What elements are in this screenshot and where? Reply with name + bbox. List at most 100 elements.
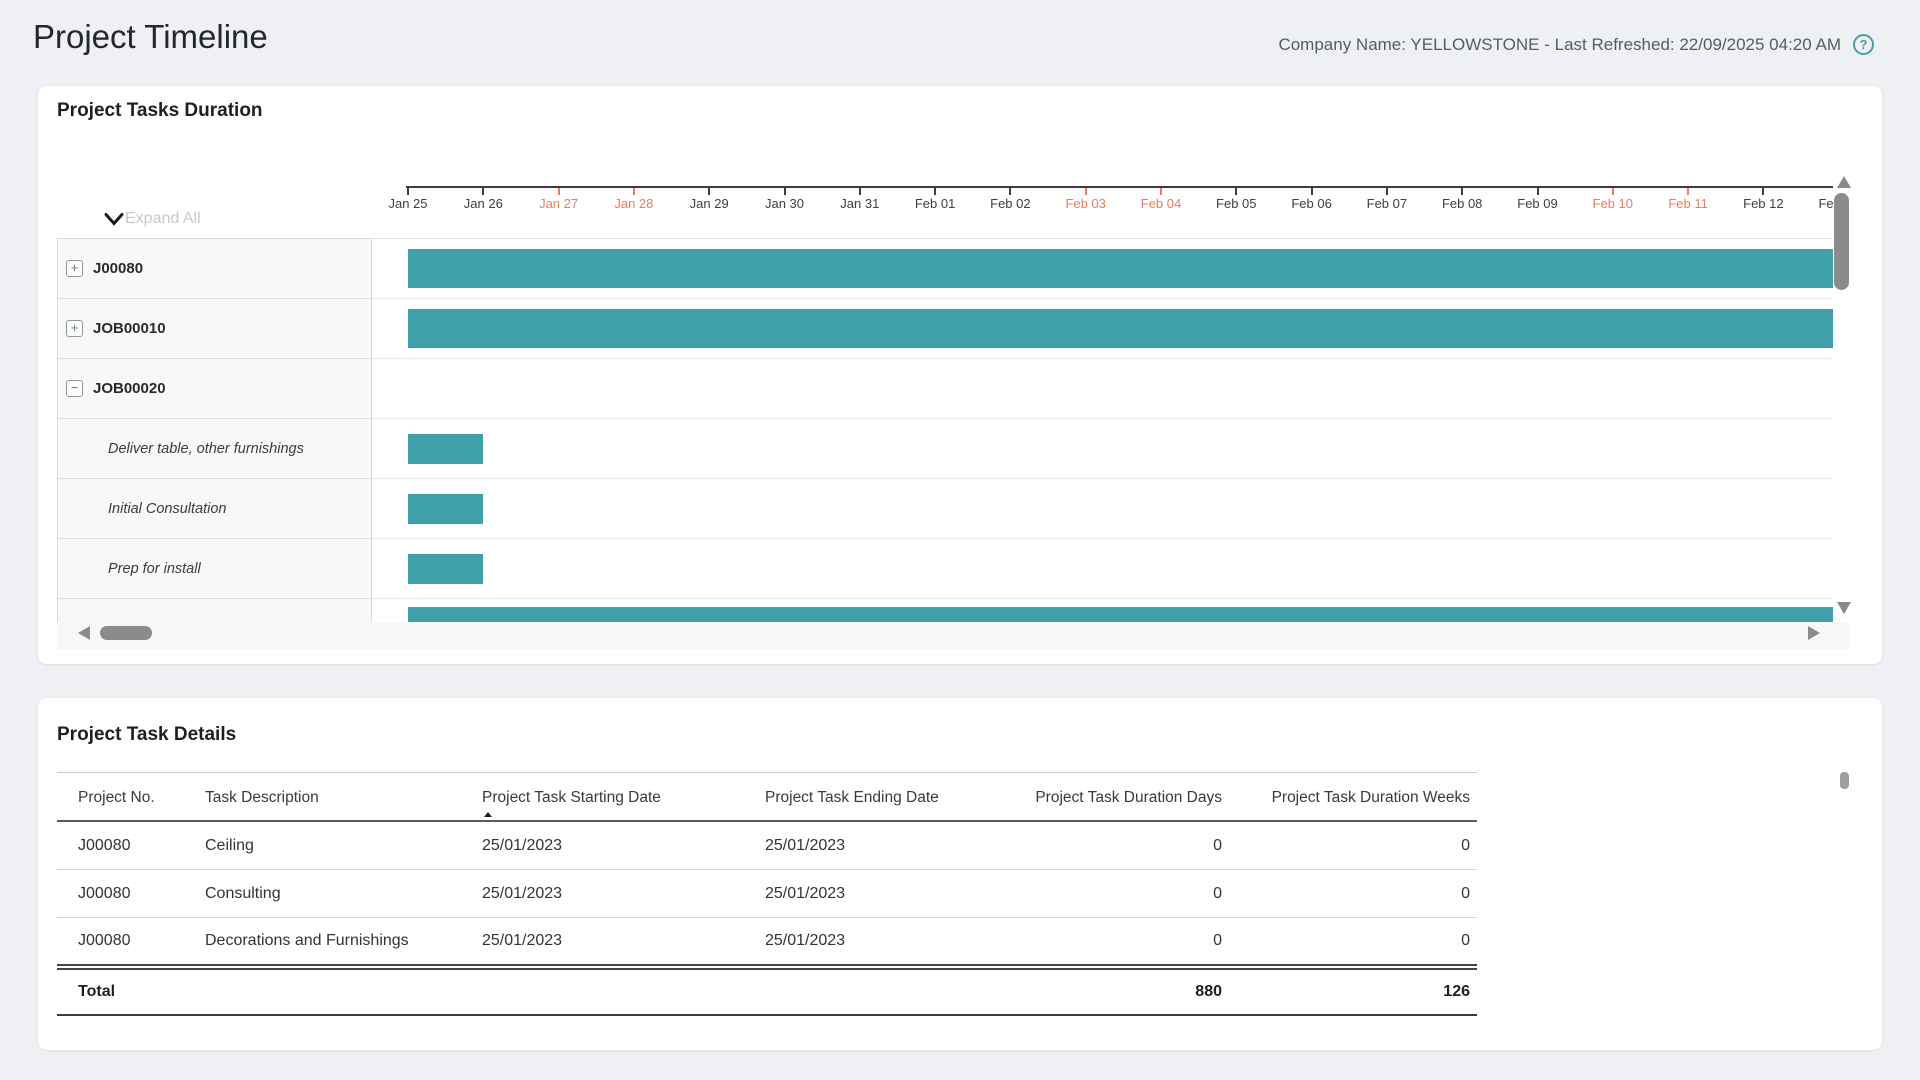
vertical-scrollbar-thumb[interactable] bbox=[1834, 193, 1849, 290]
column-header[interactable]: Project Task Duration Weeks bbox=[1232, 773, 1477, 823]
sort-ascending-icon bbox=[484, 812, 492, 817]
axis-day-label: Feb 06 bbox=[1285, 196, 1339, 211]
gantt-chart-row bbox=[372, 299, 1833, 359]
scroll-left-arrow-icon[interactable] bbox=[78, 626, 90, 640]
horizontal-scrollbar-track[interactable] bbox=[57, 622, 1850, 650]
gantt-task-label: Prep for install bbox=[108, 561, 201, 577]
column-header[interactable]: Project Task Duration Days bbox=[1002, 773, 1232, 823]
expand-plus-icon[interactable]: + bbox=[66, 260, 83, 277]
axis-tick bbox=[1762, 188, 1764, 195]
axis-day-label: Feb 05 bbox=[1209, 196, 1263, 211]
table-cell: 0 bbox=[1002, 932, 1232, 950]
details-scrollbar-thumb[interactable] bbox=[1840, 772, 1849, 789]
gantt-bar[interactable] bbox=[408, 554, 483, 584]
table-cell: Decorations and Furnishings bbox=[205, 932, 482, 950]
gantt-chart-viewport: Jan 25Jan 26Jan 27Jan 28Jan 29Jan 30Jan … bbox=[372, 174, 1833, 622]
help-icon[interactable]: ? bbox=[1853, 34, 1874, 55]
gantt-chart-row bbox=[372, 479, 1833, 539]
table-body: J00080Ceiling25/01/202325/01/202300J0008… bbox=[57, 822, 1477, 966]
axis-tick bbox=[482, 188, 484, 195]
axis-day-label: Jan 31 bbox=[833, 196, 887, 211]
scroll-up-arrow-icon[interactable] bbox=[1837, 176, 1851, 188]
axis-tick bbox=[407, 188, 409, 195]
axis-day-label: Feb 13 bbox=[1812, 196, 1833, 211]
gantt-group-label: JOB00020 bbox=[93, 380, 166, 397]
project-tasks-duration-card: Project Tasks Duration Expand All +J0008… bbox=[38, 86, 1882, 664]
scroll-right-arrow-icon[interactable] bbox=[1808, 626, 1820, 640]
table-cell: 25/01/2023 bbox=[765, 885, 1002, 903]
axis-tick bbox=[1160, 188, 1162, 195]
axis-tick bbox=[1687, 188, 1689, 195]
table-cell: Consulting bbox=[205, 885, 482, 903]
gantt-bar[interactable] bbox=[408, 494, 483, 524]
axis-day-label: Jan 27 bbox=[532, 196, 586, 211]
axis-day-label: Feb 02 bbox=[983, 196, 1037, 211]
total-duration-days: 880 bbox=[1002, 983, 1232, 1001]
gantt-bar[interactable] bbox=[408, 249, 1833, 288]
details-table: Project No.Task DescriptionProject Task … bbox=[57, 772, 1477, 1016]
table-cell: 0 bbox=[1002, 885, 1232, 903]
gantt-label-panel: +J00080+JOB00010−JOB00020Deliver table, … bbox=[57, 238, 372, 622]
axis-day-label: Jan 28 bbox=[607, 196, 661, 211]
gantt-bar[interactable] bbox=[408, 607, 1833, 622]
expand-plus-icon[interactable]: + bbox=[66, 320, 83, 337]
axis-tick bbox=[708, 188, 710, 195]
collapse-minus-icon[interactable]: − bbox=[66, 380, 83, 397]
axis-day-label: Feb 12 bbox=[1736, 196, 1790, 211]
details-card-title: Project Task Details bbox=[57, 724, 236, 746]
gantt-bar[interactable] bbox=[408, 434, 483, 464]
gantt-chart-row bbox=[372, 359, 1833, 419]
gantt-chart-row bbox=[372, 539, 1833, 599]
axis-tick bbox=[859, 188, 861, 195]
axis-day-label: Feb 10 bbox=[1586, 196, 1640, 211]
column-header[interactable]: Project Task Ending Date bbox=[765, 773, 1002, 823]
scroll-down-arrow-icon[interactable] bbox=[1837, 602, 1851, 614]
table-cell: 0 bbox=[1232, 932, 1477, 950]
table-cell: 25/01/2023 bbox=[482, 837, 765, 855]
column-header[interactable]: Project No. bbox=[57, 773, 205, 823]
gantt-axis: Jan 25Jan 26Jan 27Jan 28Jan 29Jan 30Jan … bbox=[372, 174, 1833, 238]
axis-day-label: Jan 30 bbox=[758, 196, 812, 211]
table-cell: J00080 bbox=[57, 885, 205, 903]
table-row[interactable]: J00080Decorations and Furnishings25/01/2… bbox=[57, 918, 1477, 966]
gantt-task-label: Initial Consultation bbox=[108, 501, 227, 517]
axis-tick bbox=[1612, 188, 1614, 195]
axis-day-label: Feb 09 bbox=[1511, 196, 1565, 211]
gantt-row-label[interactable]: +J00080 bbox=[58, 239, 371, 299]
gantt-row-label[interactable]: Prep for install bbox=[58, 539, 371, 599]
axis-tick bbox=[934, 188, 936, 195]
axis-tick bbox=[1311, 188, 1313, 195]
table-header: Project No.Task DescriptionProject Task … bbox=[57, 772, 1477, 822]
horizontal-scrollbar-thumb[interactable] bbox=[100, 626, 152, 640]
axis-tick bbox=[784, 188, 786, 195]
gantt-row-label[interactable] bbox=[58, 599, 371, 622]
table-cell: J00080 bbox=[57, 837, 205, 855]
axis-day-label: Feb 11 bbox=[1661, 196, 1715, 211]
gantt-card-title: Project Tasks Duration bbox=[57, 100, 263, 122]
gantt-rows bbox=[372, 238, 1833, 622]
axis-day-label: Feb 08 bbox=[1435, 196, 1489, 211]
table-cell: 0 bbox=[1232, 885, 1477, 903]
table-cell: 25/01/2023 bbox=[482, 885, 765, 903]
table-row[interactable]: J00080Consulting25/01/202325/01/202300 bbox=[57, 870, 1477, 918]
gantt-row-label[interactable]: Initial Consultation bbox=[58, 479, 371, 539]
gantt-group-label: JOB00010 bbox=[93, 320, 166, 337]
page-title: Project Timeline bbox=[33, 18, 268, 56]
table-cell: 25/01/2023 bbox=[765, 932, 1002, 950]
column-header[interactable]: Project Task Starting Date bbox=[482, 773, 765, 823]
gantt-row-label[interactable]: −JOB00020 bbox=[58, 359, 371, 419]
axis-day-label: Jan 26 bbox=[456, 196, 510, 211]
table-row[interactable]: J00080Ceiling25/01/202325/01/202300 bbox=[57, 822, 1477, 870]
expand-all-label: Expand All bbox=[125, 210, 201, 228]
column-header[interactable]: Task Description bbox=[205, 773, 482, 823]
expand-all-button[interactable]: Expand All bbox=[104, 210, 201, 228]
gantt-row-label[interactable]: + JOB00010 bbox=[58, 299, 371, 359]
gantt-chart-row bbox=[372, 239, 1833, 299]
axis-tick bbox=[1235, 188, 1237, 195]
axis-tick bbox=[1537, 188, 1539, 195]
gantt-bar[interactable] bbox=[408, 309, 1833, 348]
gantt-row-label[interactable]: Deliver table, other furnishings bbox=[58, 419, 371, 479]
header-right-group: Company Name: YELLOWSTONE - Last Refresh… bbox=[1278, 34, 1874, 55]
axis-tick bbox=[1386, 188, 1388, 195]
table-cell: Ceiling bbox=[205, 837, 482, 855]
